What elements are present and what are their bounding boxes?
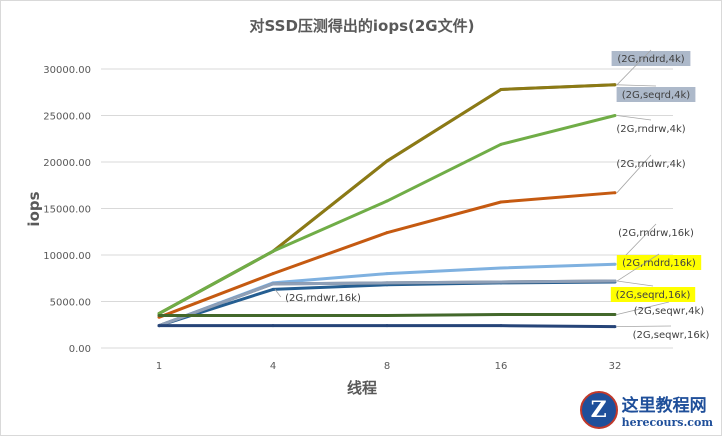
data-label-bg bbox=[616, 255, 702, 270]
data-point bbox=[499, 87, 503, 91]
y-axis-label: iops bbox=[25, 191, 43, 226]
leader-line bbox=[616, 115, 652, 121]
data-label: (2G,seqwr,16k) bbox=[633, 330, 710, 341]
x-tick-label: 4 bbox=[270, 361, 276, 372]
data-label: (2G,seqrd,4k) bbox=[622, 90, 691, 101]
data-point bbox=[271, 272, 275, 276]
data-label: (2G,rndrd,4k) bbox=[617, 54, 684, 65]
watermark-name: 这里教程网 bbox=[621, 396, 707, 416]
leader-line bbox=[616, 84, 657, 87]
data-point bbox=[157, 313, 161, 317]
data-label-bg bbox=[616, 87, 696, 102]
watermark-site: herecours.com bbox=[621, 416, 713, 429]
data-point bbox=[499, 324, 503, 328]
leader-line bbox=[616, 301, 670, 315]
data-label: (2G,rndwr,16k) bbox=[285, 293, 361, 304]
watermark-logo: Z bbox=[579, 391, 618, 429]
y-tick-label: 15000.00 bbox=[43, 205, 91, 216]
data-point bbox=[613, 114, 617, 117]
leader-line bbox=[616, 49, 652, 86]
data-point bbox=[271, 282, 275, 286]
data-label: (2G,rndwr,4k) bbox=[616, 159, 685, 170]
data-label: (2G,rndrw,4k) bbox=[616, 124, 685, 135]
data-label: (2G,seqwr,4k) bbox=[634, 306, 705, 317]
data-label: (2G,rndrw,16k) bbox=[618, 228, 694, 239]
data-point bbox=[499, 142, 503, 146]
watermark: Z 这里教程网 herecours.com bbox=[579, 391, 713, 429]
data-point bbox=[157, 324, 161, 328]
y-tick-label: 0.00 bbox=[69, 344, 91, 355]
data-point bbox=[271, 324, 275, 328]
leader-line bbox=[274, 289, 282, 298]
data-point bbox=[385, 231, 389, 235]
data-point bbox=[499, 280, 503, 284]
data-point bbox=[385, 281, 389, 285]
x-tick-label: 8 bbox=[384, 361, 390, 372]
data-point bbox=[613, 313, 617, 317]
data-point bbox=[613, 262, 617, 266]
data-point bbox=[499, 313, 503, 317]
x-axis-label: 线程 bbox=[347, 379, 377, 397]
y-tick-label: 20000.00 bbox=[43, 158, 91, 169]
data-point bbox=[613, 83, 617, 87]
data-point bbox=[271, 287, 275, 291]
data-label-bg bbox=[610, 287, 696, 302]
data-point bbox=[385, 159, 389, 163]
data-point bbox=[385, 199, 389, 203]
data-point bbox=[271, 313, 275, 317]
data-point bbox=[499, 200, 503, 204]
leader-line bbox=[616, 253, 660, 282]
x-tick-label: 32 bbox=[609, 361, 622, 372]
data-point bbox=[613, 279, 617, 283]
leader-line bbox=[616, 325, 672, 328]
series-line bbox=[158, 280, 616, 328]
data-point bbox=[499, 266, 503, 270]
y-tick-label: 25000.00 bbox=[43, 112, 91, 123]
data-point bbox=[271, 249, 275, 253]
data-point bbox=[385, 272, 389, 276]
y-tick-label: 10000.00 bbox=[43, 251, 91, 262]
x-tick-label: 16 bbox=[495, 361, 508, 372]
y-tick-label: 30000.00 bbox=[43, 65, 91, 76]
leader-line bbox=[616, 280, 654, 287]
data-point bbox=[385, 324, 389, 328]
data-point bbox=[385, 313, 389, 317]
y-tick-label: 5000.00 bbox=[50, 298, 91, 309]
x-tick-label: 1 bbox=[156, 361, 162, 372]
data-label: (2G,seqrd,16k) bbox=[616, 290, 691, 301]
data-point bbox=[613, 191, 617, 195]
leader-line bbox=[616, 154, 652, 193]
data-label-bg bbox=[611, 51, 691, 66]
chart-title: 对SSD压测得出的iops(2G文件) bbox=[250, 17, 475, 35]
data-point bbox=[613, 325, 617, 329]
data-label: (2G,rndrd,16k) bbox=[622, 258, 696, 269]
